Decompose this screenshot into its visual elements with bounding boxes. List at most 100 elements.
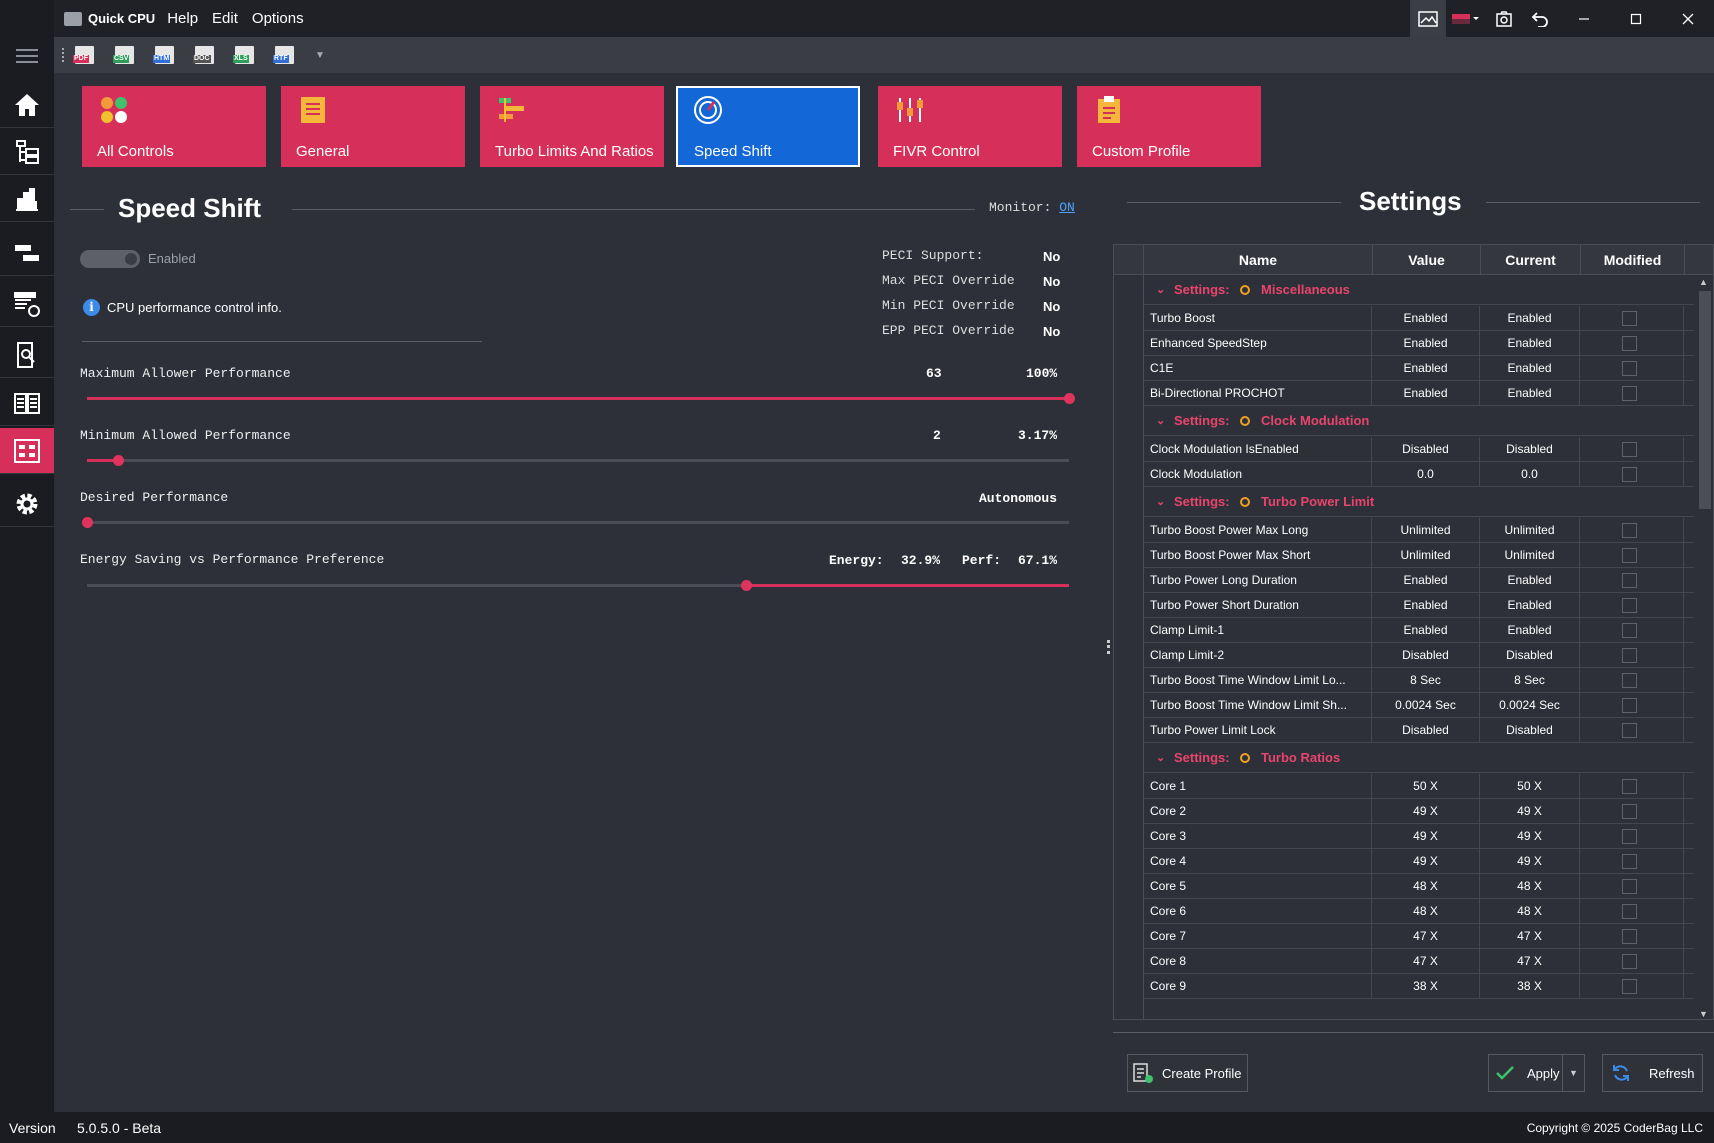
table-row[interactable]: Core 6 48 X 48 X xyxy=(1144,899,1694,924)
table-settings-icon[interactable] xyxy=(0,281,54,327)
table-row[interactable]: Clamp Limit-1 Enabled Enabled xyxy=(1144,618,1694,643)
cell-value[interactable]: 48 X xyxy=(1372,874,1480,899)
table-row[interactable]: Turbo Boost Time Window Limit Sh... 0.002… xyxy=(1144,693,1694,718)
scroll-up-icon[interactable]: ▲ xyxy=(1699,277,1708,287)
column-header-value[interactable]: Value xyxy=(1373,245,1481,275)
export-pdf-icon[interactable]: PDF xyxy=(73,46,94,64)
epp-slider[interactable] xyxy=(87,580,1069,591)
table-row[interactable]: Turbo Power Long Duration Enabled Enabled xyxy=(1144,568,1694,593)
refresh-button[interactable]: Refresh xyxy=(1602,1054,1703,1092)
table-row[interactable]: Core 1 50 X 50 X xyxy=(1144,774,1694,799)
cell-value[interactable]: Enabled xyxy=(1372,381,1480,406)
document-search-icon[interactable] xyxy=(0,332,54,378)
table-row[interactable]: C1E Enabled Enabled xyxy=(1144,356,1694,381)
hamburger-icon[interactable] xyxy=(0,33,54,79)
export-doc-icon[interactable]: DOC xyxy=(193,46,214,64)
modified-checkbox[interactable] xyxy=(1622,648,1637,663)
menu-edit[interactable]: Edit xyxy=(212,10,238,27)
tile-all-controls[interactable]: All Controls xyxy=(82,86,266,167)
modified-checkbox[interactable] xyxy=(1622,361,1637,376)
modified-checkbox[interactable] xyxy=(1622,829,1637,844)
enabled-toggle[interactable] xyxy=(80,250,140,268)
capture-icon[interactable] xyxy=(1486,0,1522,37)
slider-thumb[interactable] xyxy=(1064,393,1075,404)
modified-checkbox[interactable] xyxy=(1622,598,1637,613)
chevron-down-icon[interactable]: ⌄ xyxy=(1156,752,1166,764)
chevron-down-icon[interactable]: ⌄ xyxy=(1156,415,1166,427)
modified-checkbox[interactable] xyxy=(1622,673,1637,688)
monitor-toggle-link[interactable]: ON xyxy=(1059,200,1075,215)
table-row[interactable]: Bi-Directional PROCHOT Enabled Enabled xyxy=(1144,381,1694,406)
min-perf-slider[interactable] xyxy=(87,455,1069,466)
modified-checkbox[interactable] xyxy=(1622,523,1637,538)
modified-checkbox[interactable] xyxy=(1622,979,1637,994)
menu-help[interactable]: Help xyxy=(167,10,199,27)
export-htm-icon[interactable]: HTM xyxy=(153,46,174,64)
table-row[interactable]: Core 8 47 X 47 X xyxy=(1144,949,1694,974)
apply-dropdown-icon[interactable]: ▼ xyxy=(1562,1055,1584,1091)
cell-value[interactable]: Disabled xyxy=(1372,718,1480,743)
modified-checkbox[interactable] xyxy=(1622,723,1637,738)
table-row[interactable]: Core 3 49 X 49 X xyxy=(1144,824,1694,849)
menu-options[interactable]: Options xyxy=(251,10,304,27)
modified-checkbox[interactable] xyxy=(1622,311,1637,326)
book-icon[interactable] xyxy=(0,380,54,426)
cell-value[interactable]: Enabled xyxy=(1372,331,1480,356)
cell-value[interactable]: Unlimited xyxy=(1372,518,1480,543)
cell-value[interactable]: Enabled xyxy=(1372,306,1480,331)
table-row[interactable]: Clock Modulation IsEnabled Disabled Disabl… xyxy=(1144,437,1694,462)
cell-value[interactable]: 47 X xyxy=(1372,924,1480,949)
toolbar-grip[interactable] xyxy=(62,48,65,62)
screenshot-image-icon[interactable] xyxy=(1410,0,1446,37)
cell-value[interactable]: 38 X xyxy=(1372,974,1480,999)
home-icon[interactable] xyxy=(0,82,54,128)
theme-color-dropdown-icon[interactable] xyxy=(1446,0,1486,37)
table-row[interactable]: Clock Modulation 0.0 0.0 xyxy=(1144,462,1694,487)
splitter-grip[interactable] xyxy=(1107,640,1110,654)
table-row[interactable]: Turbo Boost Time Window Limit Lo... 8 Sec… xyxy=(1144,668,1694,693)
gantt-icon[interactable] xyxy=(0,230,54,276)
tile-general[interactable]: General xyxy=(281,86,465,167)
cell-value[interactable]: 0.0024 Sec xyxy=(1372,693,1480,718)
chevron-down-icon[interactable]: ⌄ xyxy=(1156,496,1166,508)
modified-checkbox[interactable] xyxy=(1622,467,1637,482)
maximize-icon[interactable] xyxy=(1610,0,1662,37)
table-row[interactable]: Turbo Power Limit Lock Disabled Disabled xyxy=(1144,718,1694,743)
slider-thumb[interactable] xyxy=(740,580,752,591)
slider-thumb[interactable] xyxy=(113,455,125,466)
table-row[interactable]: Turbo Power Short Duration Enabled Enabled xyxy=(1144,593,1694,618)
export-xls-icon[interactable]: XLS xyxy=(233,46,254,64)
export-csv-icon[interactable]: CSV xyxy=(113,46,134,64)
create-profile-button[interactable]: Create Profile xyxy=(1127,1054,1248,1092)
modified-checkbox[interactable] xyxy=(1622,854,1637,869)
modified-checkbox[interactable] xyxy=(1622,623,1637,638)
modified-checkbox[interactable] xyxy=(1622,904,1637,919)
cell-value[interactable]: 47 X xyxy=(1372,949,1480,974)
settings-group-header[interactable]: ⌄ Settings: Miscellaneous xyxy=(1144,275,1694,305)
table-row[interactable]: Clamp Limit-2 Disabled Disabled xyxy=(1144,643,1694,668)
grid-scrollbar[interactable]: ▲ ▼ xyxy=(1695,275,1713,1019)
settings-group-header[interactable]: ⌄ Settings: Turbo Ratios xyxy=(1144,743,1694,773)
scroll-down-icon[interactable]: ▼ xyxy=(1699,1009,1708,1019)
table-row[interactable]: Core 4 49 X 49 X xyxy=(1144,849,1694,874)
column-header-name[interactable]: Name xyxy=(1144,245,1373,275)
table-row[interactable]: Core 7 47 X 47 X xyxy=(1144,924,1694,949)
slider-thumb[interactable] xyxy=(82,517,93,528)
tile-custom-profile[interactable]: Custom Profile xyxy=(1077,86,1261,167)
tile-turbo-limits[interactable]: Turbo Limits And Ratios xyxy=(480,86,664,167)
table-row[interactable]: Turbo Boost Power Max Long Unlimited Unlim… xyxy=(1144,518,1694,543)
table-row[interactable]: Turbo Boost Power Max Short Unlimited Unli… xyxy=(1144,543,1694,568)
column-header-current[interactable]: Current xyxy=(1481,245,1581,275)
speed-shift-nav-icon[interactable] xyxy=(0,428,54,474)
cell-value[interactable]: 49 X xyxy=(1372,849,1480,874)
modified-checkbox[interactable] xyxy=(1622,954,1637,969)
cell-value[interactable]: Unlimited xyxy=(1372,543,1480,568)
settings-group-header[interactable]: ⌄ Settings: Turbo Power Limit xyxy=(1144,487,1694,517)
table-row[interactable]: Enhanced SpeedStep Enabled Enabled xyxy=(1144,331,1694,356)
column-header-modified[interactable]: Modified xyxy=(1581,245,1685,275)
minimize-icon[interactable] xyxy=(1558,0,1610,37)
bar-chart-icon[interactable] xyxy=(0,176,54,222)
cell-value[interactable]: 49 X xyxy=(1372,824,1480,849)
max-perf-slider[interactable] xyxy=(87,393,1075,404)
modified-checkbox[interactable] xyxy=(1622,442,1637,457)
